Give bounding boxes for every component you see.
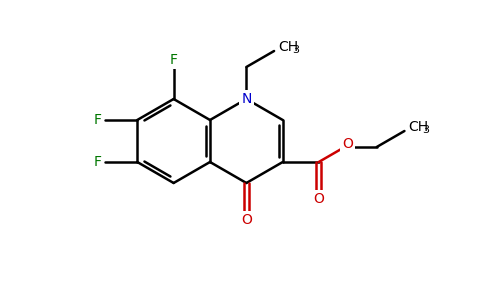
Text: O: O: [342, 137, 353, 151]
Text: 3: 3: [292, 45, 299, 55]
Text: O: O: [313, 192, 324, 206]
Text: CH: CH: [278, 40, 298, 54]
Text: F: F: [93, 155, 101, 169]
Text: CH: CH: [408, 120, 428, 134]
Text: F: F: [93, 113, 101, 127]
Text: 3: 3: [423, 125, 429, 135]
Text: O: O: [241, 213, 252, 227]
Text: F: F: [169, 53, 178, 67]
Text: N: N: [241, 92, 252, 106]
